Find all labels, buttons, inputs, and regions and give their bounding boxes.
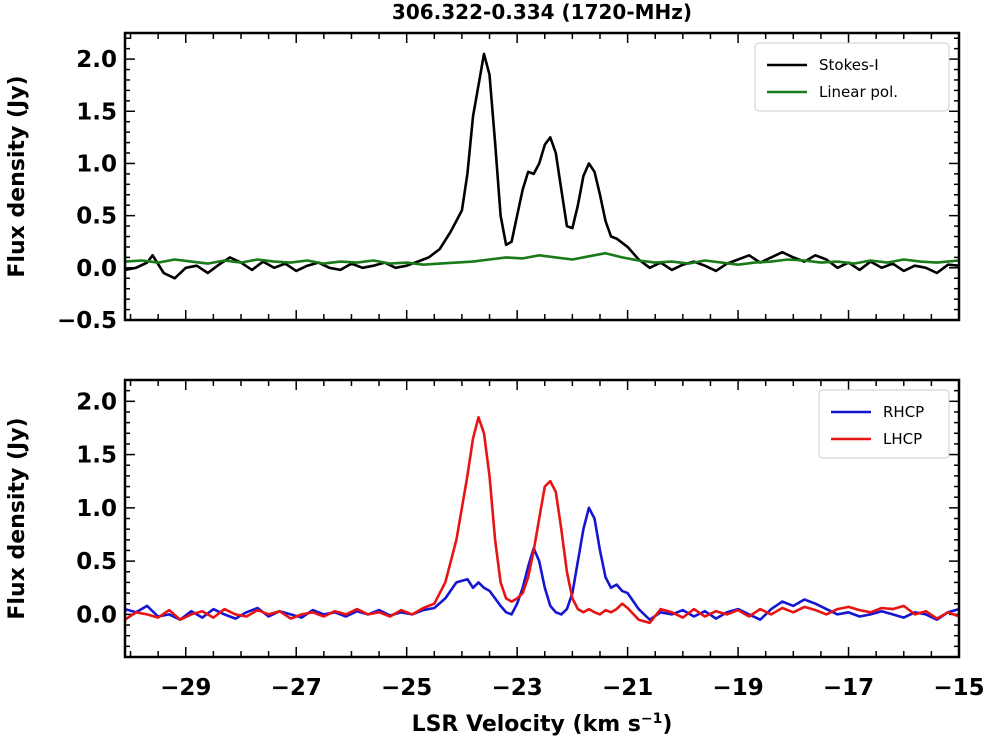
y-tick-label: −0.5 <box>57 308 117 334</box>
x-tick-label: −23 <box>492 675 543 701</box>
y-tick-label: 2.0 <box>76 47 117 73</box>
y-tick-label: 0.0 <box>76 256 117 282</box>
x-axis-title: LSR Velocity (km s−1) <box>412 711 673 737</box>
legend-top: Stokes-I Linear pol. <box>754 42 950 112</box>
legend-label: LHCP <box>883 430 922 448</box>
y-tick-label: 1.0 <box>76 151 117 177</box>
legend-bottom: RHCP LHCP <box>818 389 950 459</box>
legend-label: Linear pol. <box>819 83 898 101</box>
y-tick-label: 1.5 <box>76 443 117 469</box>
plot-frame-top <box>123 31 961 322</box>
x-tick-label: −19 <box>712 675 763 701</box>
y-tick-label: 1.5 <box>76 99 117 125</box>
x-tick-label: −15 <box>933 675 984 701</box>
legend-label: Stokes-I <box>819 56 879 74</box>
x-tick-label: −27 <box>271 675 322 701</box>
y-tick-label: 0.5 <box>76 204 117 230</box>
y-tick-label: 0.0 <box>76 602 117 628</box>
series-line-linear-pol- <box>125 251 959 267</box>
y-tick-label: 0.5 <box>76 549 117 575</box>
x-tick-label: −21 <box>602 675 653 701</box>
x-tick-label: −29 <box>160 675 211 701</box>
y-axis-title-bottom: Flux density (Jy) <box>5 417 30 619</box>
figure-title: 306.322-0.334 (1720-MHz) <box>392 0 692 24</box>
x-tick-label: −17 <box>823 675 874 701</box>
series-line-stokes-i <box>125 52 959 280</box>
panel-bottom: 0.00.51.01.52.0−29 −27 −25 −23 −21 −19 −17 −15 … <box>5 378 985 701</box>
legend-label: RHCP <box>883 403 924 421</box>
series-line-lhcp <box>125 415 959 625</box>
y-tick-label: 1.0 <box>76 496 117 522</box>
x-tick-label: −25 <box>381 675 432 701</box>
legend-box <box>754 42 950 112</box>
y-axis-title-top: Flux density (Jy) <box>5 75 30 277</box>
series-line-rhcp <box>125 506 959 622</box>
plot-frame-bottom <box>123 378 961 659</box>
y-tick-label: 2.0 <box>76 389 117 415</box>
legend-box <box>818 389 950 459</box>
